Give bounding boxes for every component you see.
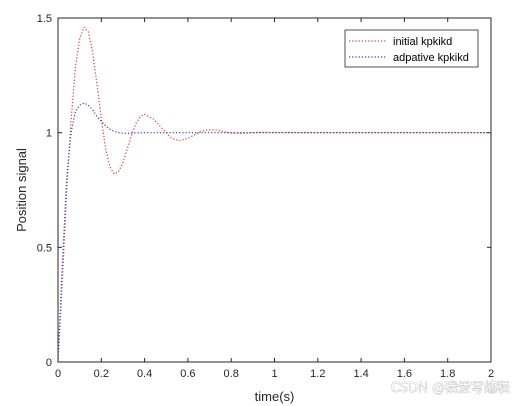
series-line-initial [57,26,491,363]
legend-box [344,29,479,68]
y-tick-label: 0.5 [37,242,52,254]
x-tick-label: 0 [55,368,61,380]
x-tick-label: 1.8 [440,368,455,380]
series-lines [57,26,491,363]
x-tick-label: 0.4 [137,368,152,380]
x-tick-label: 1.2 [310,368,325,380]
legend-label-adaptive: adpative kpkikd [393,52,469,64]
x-tick-label: 0.6 [180,368,195,380]
x-tick-label: 1.4 [353,368,368,380]
y-tick-label: 1 [46,128,52,140]
x-tick-label: 0.8 [224,368,239,380]
x-axis-label: time(s) [255,389,295,404]
axis-ticks [57,17,492,363]
series-line-adaptive [57,102,491,363]
y-tick-label: 0 [46,357,52,369]
x-tick-label: 2 [488,368,494,380]
x-tick-label: 1 [271,368,277,380]
x-tick-label: 1.6 [397,368,412,380]
plot-area [57,17,492,363]
y-tick-label: 1.5 [37,13,52,25]
watermark-text: CSDN @我爱写编程 [391,381,510,396]
y-axis-label: Position signal [14,148,29,232]
legend: initial kpkikd adpative kpkikd [344,29,479,68]
x-tick-label: 0.2 [94,368,109,380]
axis-tick-labels: 0 0.2 0.4 0.6 0.8 1 1.2 1.4 1.6 1.8 2 0 0.5 1 1.5 [37,13,494,380]
legend-label-initial: initial kpkikd [393,36,452,48]
